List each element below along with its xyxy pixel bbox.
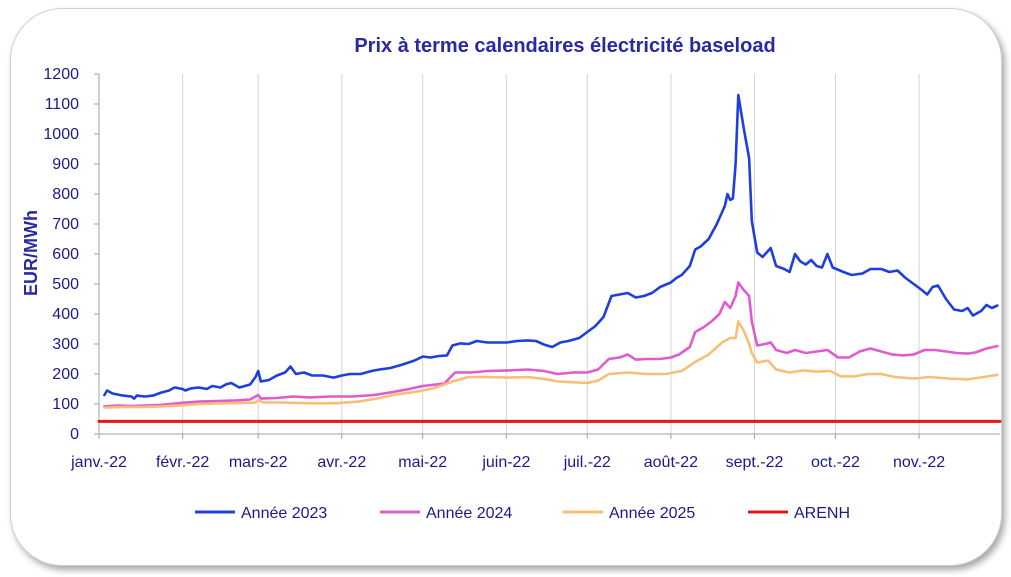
y-tick-label: 300 — [52, 336, 79, 353]
y-axis-label: EUR/MWh — [21, 210, 41, 296]
x-tick-label: mars-22 — [229, 454, 288, 471]
legend: Année 2023 Année 2024 Année 2025 ARENH — [195, 505, 850, 522]
series-line-2 — [103, 320, 999, 409]
series-lines — [97, 93, 1002, 423]
y-tick-label: 500 — [52, 276, 79, 293]
x-tick-label: avr.-22 — [317, 454, 366, 471]
legend-label: ARENH — [794, 505, 850, 522]
x-tick-label: août-22 — [644, 454, 698, 471]
legend-label: Année 2023 — [241, 505, 327, 522]
axes: janv.-22 févr.-22 mars-22 avr.-22 mai-22 juin… — [43, 66, 1000, 471]
chart-title: Prix à terme calendaires électricité bas… — [354, 35, 775, 57]
x-tick-label: mai-22 — [398, 454, 447, 471]
y-tick-label: 900 — [52, 156, 79, 173]
y-tick-label: 600 — [52, 246, 79, 263]
y-tick-label: 1200 — [43, 66, 79, 83]
y-tick-label: 200 — [52, 366, 79, 383]
y-tick-label: 1000 — [43, 126, 79, 143]
x-tick-label: janv.-22 — [70, 454, 127, 471]
series-line-1 — [103, 281, 999, 408]
x-tick-label: sept.-22 — [726, 454, 784, 471]
y-tick-label: 700 — [52, 216, 79, 233]
x-tick-label: juin-22 — [481, 454, 530, 471]
y-tick-label: 400 — [52, 306, 79, 323]
y-tick-label: 100 — [52, 396, 79, 413]
x-tick-label: nov.-22 — [893, 454, 945, 471]
series-line-0 — [103, 93, 999, 400]
y-tick-label: 0 — [70, 426, 79, 443]
x-tick-label: févr.-22 — [156, 454, 209, 471]
legend-label: Année 2025 — [609, 505, 695, 522]
x-tick-label: oct.-22 — [811, 454, 860, 471]
y-tick-label: 1100 — [45, 96, 80, 113]
x-tick-label: juil.-22 — [563, 454, 611, 471]
y-tick-label: 800 — [52, 186, 79, 203]
legend-label: Année 2024 — [426, 505, 512, 522]
